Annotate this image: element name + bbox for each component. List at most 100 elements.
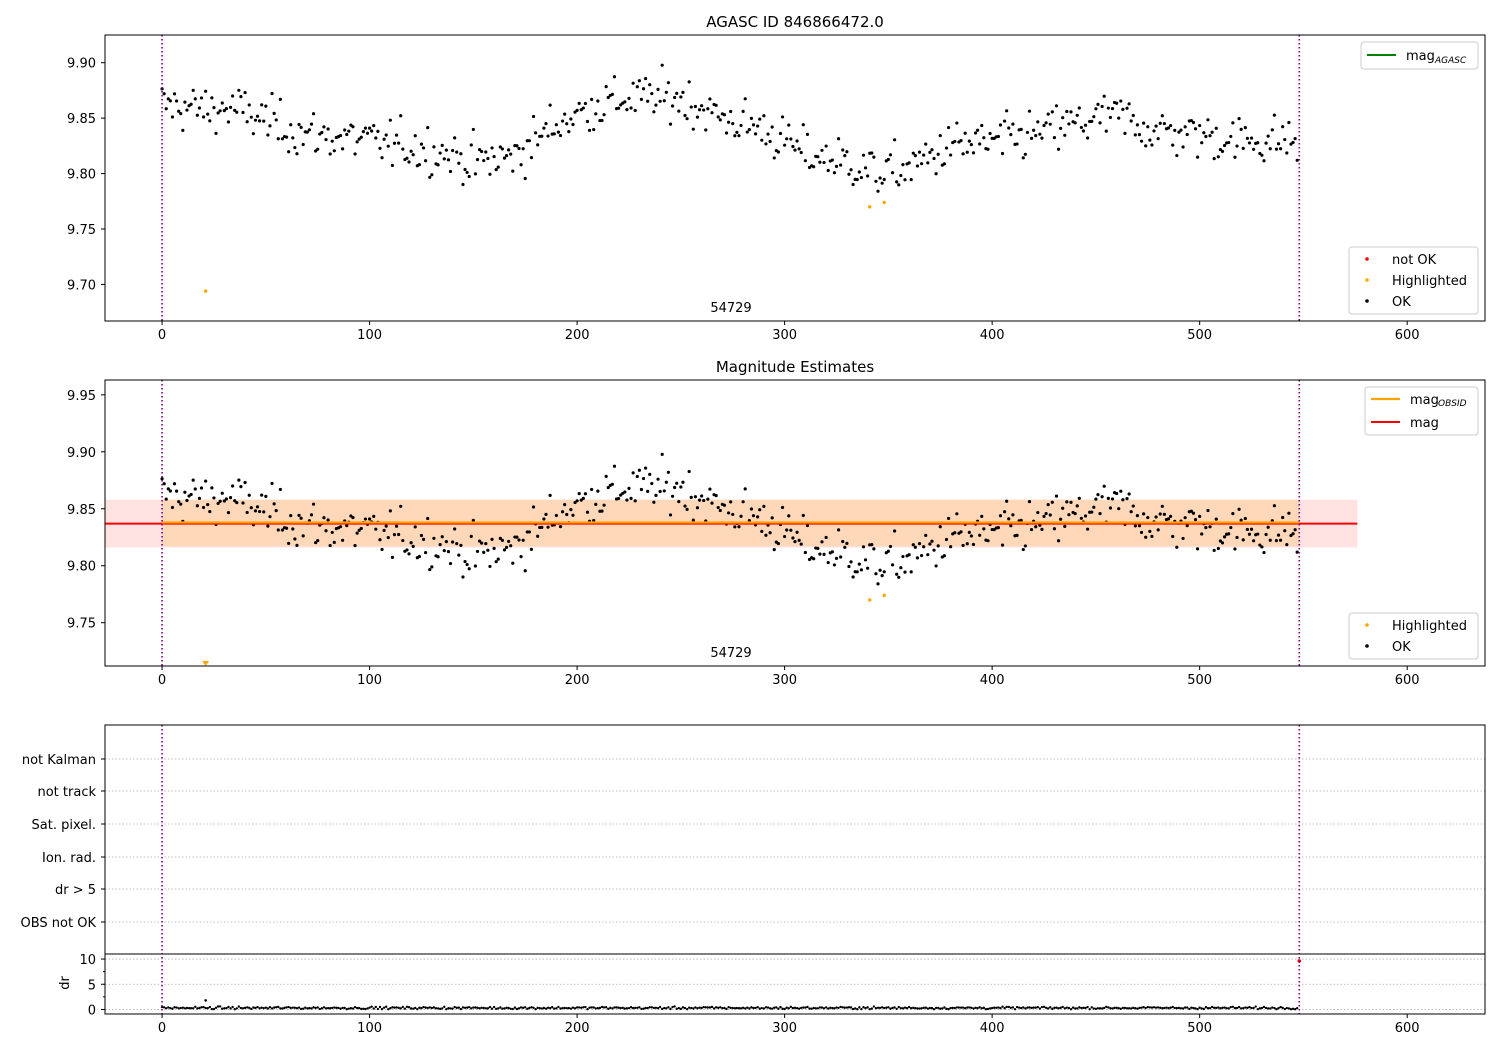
dr-point xyxy=(611,1007,614,1010)
dr-point xyxy=(333,1006,336,1009)
ok-point xyxy=(693,104,697,109)
ok-point xyxy=(824,535,828,540)
dr-point xyxy=(1262,1005,1266,1009)
ok-point xyxy=(228,105,233,109)
dr-point xyxy=(1194,1007,1197,1010)
ok-point xyxy=(1193,518,1198,522)
dr-point xyxy=(660,1007,664,1011)
ok-point xyxy=(440,535,444,539)
dr-point xyxy=(183,1007,187,1010)
ok-point xyxy=(1183,125,1187,129)
dr-point xyxy=(364,1007,367,1011)
dr-point xyxy=(980,1007,983,1010)
ok-point xyxy=(297,122,301,127)
ok-point xyxy=(386,535,390,540)
dr-point xyxy=(270,1007,274,1010)
dr-point xyxy=(1173,1006,1176,1010)
ok-point xyxy=(338,525,343,529)
ok-point xyxy=(226,120,231,124)
dr-point xyxy=(648,1006,651,1009)
highlighted-point xyxy=(203,289,208,293)
obsid-label-agasc: 54729 xyxy=(710,301,751,316)
ok-point xyxy=(438,151,442,155)
dr-point xyxy=(492,1005,496,1009)
ok-point xyxy=(901,554,905,559)
dr-point xyxy=(1146,1005,1149,1009)
ok-point xyxy=(477,539,482,543)
dr-point xyxy=(231,1005,234,1009)
ok-point xyxy=(1119,99,1123,103)
ok-point xyxy=(685,117,689,121)
ok-point xyxy=(780,505,785,510)
ok-point xyxy=(392,533,397,537)
ok-point xyxy=(791,536,795,540)
dr-point xyxy=(1225,1006,1228,1010)
ok-point xyxy=(816,546,820,551)
ok-point xyxy=(295,543,299,547)
ok-point xyxy=(258,119,262,123)
highlighted-point xyxy=(868,205,872,209)
dr-point xyxy=(513,1006,517,1009)
ok-point xyxy=(355,531,359,535)
ok-point xyxy=(529,547,534,551)
legend-label-highlighted: Highlighted xyxy=(1392,274,1467,289)
ok-point xyxy=(208,119,212,123)
dr-point xyxy=(295,1006,299,1010)
axes-frame-magnitude xyxy=(104,379,1486,667)
ok-point xyxy=(210,96,214,100)
ok-point xyxy=(1256,532,1260,536)
ok-point xyxy=(882,570,886,574)
ok-point xyxy=(1214,126,1218,130)
ok-point xyxy=(461,575,465,579)
dr-point xyxy=(607,1007,610,1010)
dr-point xyxy=(868,1008,871,1011)
dr-point xyxy=(241,1007,245,1010)
ok-point xyxy=(465,170,469,175)
ok-point xyxy=(770,125,774,129)
dr-point xyxy=(347,1007,351,1010)
flags-xtick-label: 600 xyxy=(1395,1021,1420,1036)
dr-point xyxy=(831,1006,834,1010)
ok-point xyxy=(527,530,531,534)
ok-point xyxy=(405,156,409,160)
ok-point xyxy=(287,541,291,545)
dr-point xyxy=(1038,1007,1042,1010)
ok-point xyxy=(758,117,762,121)
agasc-ytick-label: 9.70 xyxy=(67,278,96,293)
dr-point xyxy=(824,1006,828,1009)
dr-point xyxy=(428,1006,431,1009)
ok-point xyxy=(351,125,355,129)
ok-point xyxy=(1119,489,1123,493)
ok-point xyxy=(305,130,309,134)
ok-point xyxy=(596,489,600,493)
dr-point xyxy=(418,1006,421,1009)
dr-point xyxy=(499,1006,502,1009)
ok-point xyxy=(359,526,363,531)
dr-point xyxy=(1076,1007,1079,1010)
dr-ytick-label: 0 xyxy=(88,1003,96,1018)
dr-point xyxy=(874,1006,878,1010)
ok-point xyxy=(1171,143,1175,147)
ok-point xyxy=(673,95,677,100)
ok-point xyxy=(314,149,318,153)
dr-point xyxy=(1233,1006,1237,1010)
dr-point xyxy=(631,1006,635,1010)
ok-point xyxy=(847,564,851,569)
agasc-ytick-label: 9.75 xyxy=(67,223,96,238)
ok-point xyxy=(1281,125,1285,129)
ok-point xyxy=(876,189,880,193)
ok-point xyxy=(1123,131,1127,135)
ok-point xyxy=(1208,134,1212,138)
ok-point xyxy=(218,499,222,503)
dr-point xyxy=(1258,1007,1262,1010)
ok-point xyxy=(982,527,986,531)
dr-point xyxy=(399,1007,402,1010)
ok-point xyxy=(610,92,614,96)
ok-point xyxy=(542,126,546,130)
dr-point xyxy=(194,1005,197,1008)
ok-point xyxy=(662,99,666,103)
dr-point xyxy=(634,1006,637,1010)
ok-point xyxy=(401,538,405,543)
ok-point xyxy=(849,168,853,172)
ok-point xyxy=(473,172,478,176)
